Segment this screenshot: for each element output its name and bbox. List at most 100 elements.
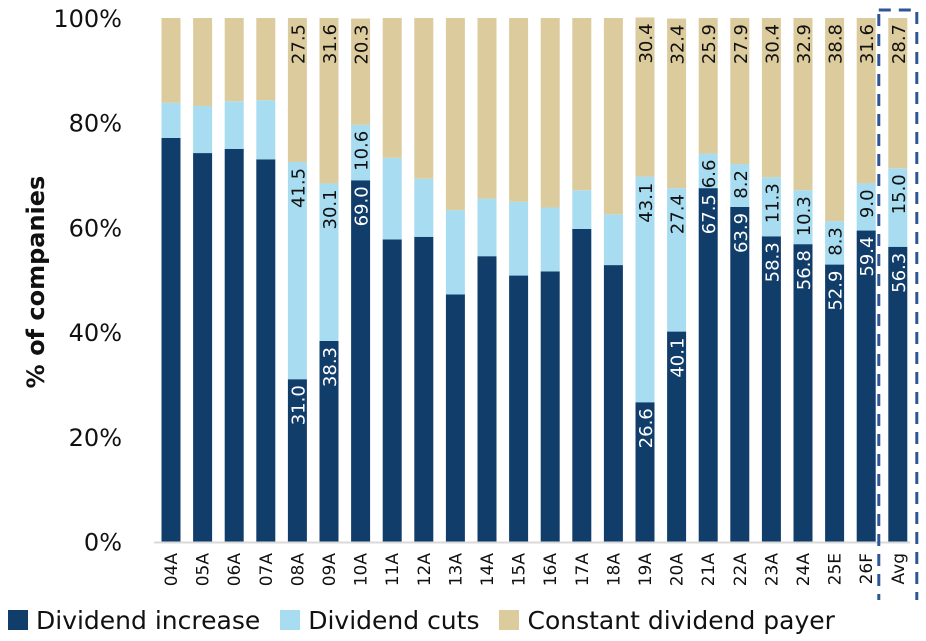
data-label: 15.0 bbox=[889, 174, 910, 214]
bar-segment-dividend-increase bbox=[509, 275, 529, 542]
x-tick-label: Avg bbox=[889, 553, 909, 585]
x-tick-label: 20A bbox=[668, 553, 688, 587]
data-label: 40.1 bbox=[668, 338, 689, 378]
bar-segment-constant-dividend-payer bbox=[287, 18, 307, 162]
data-label: 69.0 bbox=[352, 186, 373, 226]
x-tick-label: 13A bbox=[446, 553, 466, 587]
bar-segment-constant-dividend-payer bbox=[761, 18, 781, 178]
y-tick-label: 0% bbox=[84, 529, 122, 557]
bar-segment-dividend-cuts bbox=[603, 214, 623, 266]
legend-item-dividend-cuts: Dividend cuts bbox=[280, 606, 479, 635]
x-tick-label: 06A bbox=[225, 553, 245, 587]
bar-segment-constant-dividend-payer bbox=[509, 18, 529, 202]
bar-segment-dividend-increase bbox=[256, 159, 276, 542]
x-tick-label: 24A bbox=[794, 553, 814, 587]
bar-segment-dividend-increase bbox=[319, 340, 339, 542]
bar-segment-dividend-cuts bbox=[856, 183, 876, 231]
bar-segment-dividend-increase bbox=[888, 246, 908, 542]
bar-segment-dividend-increase bbox=[445, 294, 465, 542]
x-tick-label: 19A bbox=[636, 553, 656, 587]
bar-segment-dividend-cuts bbox=[256, 100, 276, 160]
bar-segment-constant-dividend-payer bbox=[414, 18, 434, 179]
bar-segment-dividend-increase bbox=[698, 188, 718, 542]
bar-segment-dividend-cuts bbox=[193, 105, 213, 154]
data-label: 31.6 bbox=[857, 24, 878, 64]
bar-segment-constant-dividend-payer bbox=[351, 18, 371, 125]
bar-segment-constant-dividend-payer bbox=[382, 18, 402, 158]
bar-segment-constant-dividend-payer bbox=[667, 18, 687, 189]
bar-segment-dividend-cuts bbox=[224, 101, 244, 149]
bar-segment-dividend-cuts bbox=[761, 177, 781, 237]
data-label: 56.3 bbox=[889, 253, 910, 293]
x-tick-label: 25E bbox=[826, 553, 846, 585]
data-label: 9.0 bbox=[857, 189, 878, 218]
bar-segment-dividend-increase bbox=[825, 264, 845, 542]
bar-segment-dividend-increase bbox=[635, 402, 655, 542]
bar-segment-dividend-cuts bbox=[730, 164, 750, 207]
x-tick-label: 16A bbox=[541, 553, 561, 587]
bar-segment-dividend-cuts bbox=[161, 102, 181, 138]
x-tick-label: 10A bbox=[352, 553, 372, 587]
bar-segment-dividend-cuts bbox=[509, 201, 529, 276]
legend-label: Dividend cuts bbox=[308, 605, 480, 635]
bar-segment-constant-dividend-payer bbox=[224, 18, 244, 102]
data-label: 38.8 bbox=[826, 24, 847, 64]
bar-segment-dividend-increase bbox=[572, 228, 592, 542]
legend-swatch-constant bbox=[499, 610, 520, 630]
data-labels: 31.0 41.5 27.5 38.3 30.1 31.6 69.0 10.6 20.3 26.6… bbox=[288, 23, 909, 448]
bar-segment-dividend-cuts bbox=[888, 168, 908, 247]
x-tick-label: 18A bbox=[604, 553, 624, 587]
bar-segment-dividend-cuts bbox=[698, 153, 718, 189]
data-label: 30.1 bbox=[320, 189, 341, 229]
x-tick-label: 22A bbox=[731, 553, 751, 587]
data-label: 30.4 bbox=[636, 23, 657, 63]
bar-segment-dividend-increase bbox=[540, 271, 560, 542]
bar-segment-constant-dividend-payer bbox=[161, 18, 181, 103]
data-label: 56.8 bbox=[794, 250, 815, 290]
bar-segment-dividend-cuts bbox=[635, 176, 655, 403]
data-label: 27.5 bbox=[288, 24, 309, 64]
data-label: 8.3 bbox=[826, 227, 847, 256]
data-label: 31.6 bbox=[320, 24, 341, 64]
bar-segment-dividend-cuts bbox=[793, 190, 813, 245]
bar-segment-constant-dividend-payer bbox=[193, 18, 213, 106]
bar-segment-dividend-increase bbox=[603, 265, 623, 542]
legend-swatch-increase bbox=[8, 610, 28, 630]
bar-segment-constant-dividend-payer bbox=[793, 18, 813, 191]
bar-segment-constant-dividend-payer bbox=[319, 18, 339, 184]
bar-segment-dividend-increase bbox=[856, 230, 876, 542]
data-label: 59.4 bbox=[857, 237, 878, 277]
legend-label: Constant dividend payer bbox=[527, 605, 835, 635]
bar-segment-dividend-cuts bbox=[382, 157, 402, 240]
x-tick-label: 26F bbox=[857, 553, 877, 584]
y-axis-title: % of companies bbox=[22, 176, 50, 389]
data-label: 30.4 bbox=[762, 24, 783, 64]
x-tick-label: 04A bbox=[162, 553, 182, 587]
y-tick-label: 80% bbox=[69, 110, 122, 138]
bar-segment-dividend-cuts bbox=[351, 124, 371, 181]
stacked-bar-chart: 0% 20% 40% 60% 80% 100% % of companies 04A 05A… bbox=[22, 5, 919, 600]
y-axis: 0% 20% 40% 60% 80% 100% bbox=[53, 5, 122, 557]
legend-swatch-cuts bbox=[280, 610, 301, 630]
data-label: 67.5 bbox=[699, 194, 720, 234]
bar-segment-dividend-increase bbox=[730, 206, 750, 542]
bar-segment-dividend-increase bbox=[193, 153, 213, 542]
bar-segment-dividend-cuts bbox=[572, 190, 592, 229]
bar-segment-dividend-increase bbox=[382, 239, 402, 542]
data-label: 32.4 bbox=[668, 25, 689, 65]
data-label: 6.6 bbox=[699, 160, 720, 189]
bar-segment-dividend-cuts bbox=[667, 188, 687, 332]
bar-segment-dividend-increase bbox=[667, 331, 687, 542]
data-label: 63.9 bbox=[731, 213, 752, 253]
x-tick-label: 23A bbox=[762, 553, 782, 587]
bar-segment-dividend-cuts bbox=[825, 221, 845, 265]
bar-segment-constant-dividend-payer bbox=[888, 18, 908, 169]
bar-segment-dividend-increase bbox=[351, 180, 371, 542]
data-label: 43.1 bbox=[636, 183, 657, 223]
data-label: 26.6 bbox=[636, 408, 657, 448]
data-label: 10.3 bbox=[794, 196, 815, 236]
bar-segment-dividend-increase bbox=[477, 256, 497, 542]
bar-segment-dividend-increase bbox=[287, 379, 307, 542]
data-label: 11.3 bbox=[762, 183, 783, 223]
y-tick-label: 20% bbox=[69, 424, 122, 452]
